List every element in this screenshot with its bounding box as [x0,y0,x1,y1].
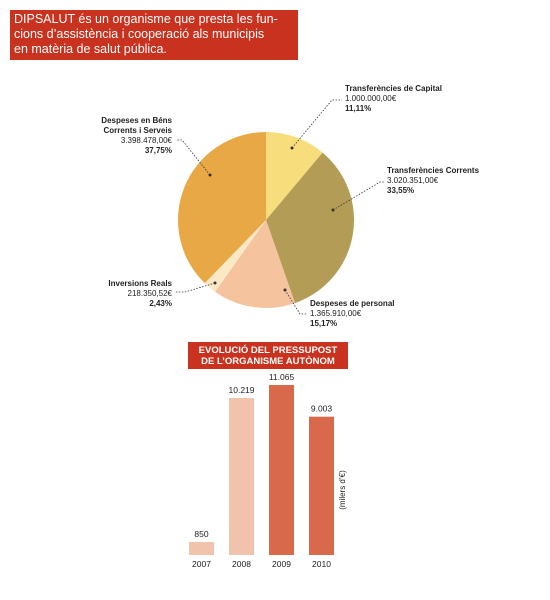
slice-name: Inversions Reals [108,279,172,288]
pie-slice [266,152,354,304]
chart-title: EVOLUCIÓ DEL PRESSUPOST [199,344,338,356]
slice-amount: 1.000.000,00€ [345,94,397,103]
value-label: 10.219 [229,385,255,395]
bar [309,416,334,555]
leader-line [332,181,385,211]
leader-line [176,139,211,176]
header: DIPSALUT és un organisme que presta les … [10,10,298,60]
slice-label: Despeses de personal 1.365.910,00€ 15,17% [310,299,430,329]
slice-name: Transferències Corrents [387,166,480,175]
slice-name: Despeses de personal [310,299,395,308]
slice-label: Transferències de Capital 1.000.000,00€ 11… [345,84,465,114]
pie-slice [266,132,323,220]
pie-slice [204,220,266,292]
leader-dot [290,146,294,150]
leader-line [176,282,216,293]
value-label: 850 [194,529,208,539]
header-line: en matèria de salut pública. [14,42,167,56]
slice-label: Transferències Corrents 3.020.351,00€ 33,5… [387,166,507,196]
x-tick-label: 2007 [192,559,211,569]
x-tick-label: 2009 [272,559,291,569]
slice-percent: 37,75% [144,146,172,155]
slice-percent: 33,55% [387,186,415,195]
value-label: 11.065 [269,372,295,382]
leader-dot [283,288,287,292]
leader-dot [331,208,335,212]
slice-name: Despeses en Béns Corrents i Serveis [101,116,172,135]
value-label: 9.003 [311,404,333,414]
header-line: DIPSALUT és un organisme que presta les … [14,12,278,26]
slice-amount: 3.020.351,00€ [387,176,439,185]
slice-percent: 2,43% [149,299,172,308]
header-line: cions d’assistència i cooperació als mun… [14,27,265,41]
pie-slice [178,132,266,284]
leader-dot [208,173,212,177]
bar [269,385,294,555]
title-box [188,342,348,369]
bar [229,397,254,555]
pie-slice [215,220,295,308]
chart-title: DE L’ORGANISME AUTÒNOM [201,355,335,367]
slice-name: Transferències de Capital [345,84,442,93]
slice-label: Despeses en Béns Corrents i Serveis 3.398… [90,116,172,156]
leader-line [284,289,307,315]
slice-amount: 3.398.478,00€ [120,136,172,145]
bar [189,541,214,555]
x-tick-label: 2010 [312,559,331,569]
slice-percent: 15,17% [310,319,338,328]
slice-amount: 1.365.910,00€ [310,309,362,318]
leader-line [291,99,342,149]
axis-label: (milers d’€) [338,470,347,510]
slice-amount: 218.350,52€ [127,289,173,298]
slice-label: Inversions Reals 218.350,52€ 2,43% [80,279,172,309]
leader-dot [213,281,217,285]
slice-percent: 11,11% [345,104,372,113]
x-tick-label: 2008 [232,559,251,569]
